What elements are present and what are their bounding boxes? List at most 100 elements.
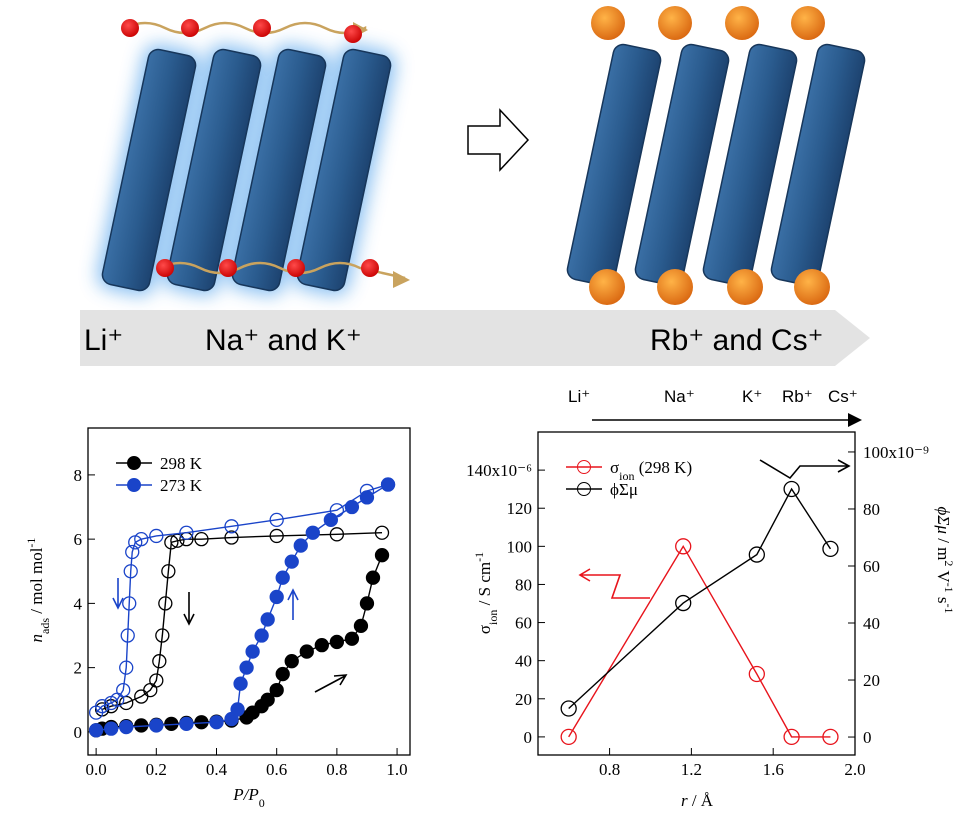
legend-label: ϕΣμ (610, 480, 638, 499)
legend-label: 273 K (160, 476, 203, 495)
data-point (276, 668, 289, 681)
x-tick-label: 0.6 (266, 760, 287, 779)
label-part: σ (475, 625, 494, 634)
ion-label: K⁺ (742, 387, 762, 406)
rods-right (566, 43, 867, 288)
legend-label: 298 K (160, 454, 203, 473)
data-point (150, 719, 163, 732)
data-point (240, 661, 253, 674)
legend-marker (128, 457, 141, 470)
data-point (366, 571, 379, 584)
data-point (345, 501, 358, 514)
label-part: / S cm (475, 562, 494, 610)
figure: Li⁺ Na⁺ and K⁺ Rb⁺ and Cs⁺ 0.0 0.2 0.4 0.6 0… (0, 0, 962, 818)
plot-frame (88, 428, 410, 755)
x-tick-label: 0.8 (599, 760, 620, 779)
data-point (270, 590, 283, 603)
data-point (285, 655, 298, 668)
label-part: / Å (688, 791, 714, 810)
y-tick-label: 60 (863, 557, 880, 576)
data-point (345, 632, 358, 645)
x-tick-label: 0.2 (146, 760, 167, 779)
data-point (210, 716, 223, 729)
data-point (270, 684, 283, 697)
ion-label: Rb⁺ (782, 387, 813, 406)
data-point (300, 645, 313, 658)
y-axis-label: σion / S cm-1 (472, 552, 500, 634)
y-tick-label: 140x10⁻⁶ (466, 461, 532, 480)
y2-axis-label: ϕΣμ / m2 V-1 s-1 (934, 507, 956, 614)
y-tick-label: 60 (515, 614, 532, 633)
data-point (376, 549, 389, 562)
label-part: s (934, 593, 953, 604)
label-part: V (934, 566, 953, 583)
y-tick-label: 8 (74, 466, 83, 485)
y-tick-label: 0 (524, 728, 533, 747)
y-tick-label: 4 (74, 594, 83, 613)
x-tick-label: 0.0 (86, 760, 107, 779)
data-point (180, 717, 193, 730)
x-tick-label: 0.4 (206, 760, 228, 779)
data-point (294, 539, 307, 552)
data-point (306, 526, 319, 539)
data-point (246, 645, 259, 658)
x-axis-label: P/P0 (232, 785, 265, 810)
label-part: ads (38, 618, 52, 634)
label-part: σ (610, 458, 619, 477)
data-point (105, 722, 118, 735)
y-tick-label: 100 (507, 537, 533, 556)
data-point (354, 619, 367, 632)
data-point (231, 703, 244, 716)
y-tick-label: 80 (515, 575, 532, 594)
label-part: n (27, 634, 46, 643)
series-line (569, 489, 831, 709)
x-tick-label: 2.0 (844, 760, 865, 779)
label-part: ϕΣμ (934, 507, 953, 534)
data-point (276, 571, 289, 584)
label-part: 0 (259, 796, 265, 810)
label-part: -1 (942, 604, 956, 614)
label-part: -1 (24, 538, 38, 548)
diagram-label: Na⁺ and K⁺ (205, 324, 362, 357)
data-point (234, 677, 247, 690)
y-tick-label: 120 (507, 499, 533, 518)
y-tick-label: 80 (863, 500, 880, 519)
ion-label: Li⁺ (568, 387, 590, 406)
y-tick-label: 20 (863, 671, 880, 690)
rods-left (101, 48, 393, 293)
x-axis-label: r / Å (681, 791, 714, 810)
data-point (120, 721, 133, 734)
data-point (285, 555, 298, 568)
label-part: / mol mol (27, 547, 46, 618)
y-tick-label: 100x10⁻⁹ (863, 443, 929, 462)
y-axis-label: nads / mol mol-1 (24, 538, 52, 643)
y-tick-label: 2 (74, 659, 83, 678)
x-tick-label: 1.0 (386, 760, 407, 779)
x-tick-label: 1.2 (681, 760, 702, 779)
ion-arrowhead (848, 413, 862, 427)
legend-marker (128, 479, 141, 492)
y-tick-label: 6 (74, 530, 83, 549)
data-point (255, 629, 268, 642)
x-tick-label: 1.6 (763, 760, 784, 779)
data-point (90, 724, 103, 737)
label-part: -1 (472, 552, 486, 562)
y-tick-label: 20 (515, 690, 532, 709)
y-tick-label: 40 (515, 652, 532, 671)
diagram-label: Li⁺ (84, 324, 123, 357)
data-point (315, 639, 328, 652)
label-part: ϕΣμ (610, 480, 638, 499)
y-tick-label: 40 (863, 614, 880, 633)
label-part: -1 (942, 583, 956, 593)
data-point (261, 613, 274, 626)
y-tick-label: 0 (74, 723, 83, 742)
transition-arrow (468, 110, 528, 170)
label-part: ion (486, 610, 500, 625)
data-point (324, 513, 337, 526)
label-part: P/P (232, 785, 259, 804)
ion-label: Cs⁺ (828, 387, 858, 406)
x-tick-label: 0.8 (326, 760, 347, 779)
y-tick-label: 0 (863, 728, 872, 747)
ion-label: Na⁺ (664, 387, 695, 406)
diagram: Li⁺ Na⁺ and K⁺ Rb⁺ and Cs⁺ (80, 6, 870, 366)
